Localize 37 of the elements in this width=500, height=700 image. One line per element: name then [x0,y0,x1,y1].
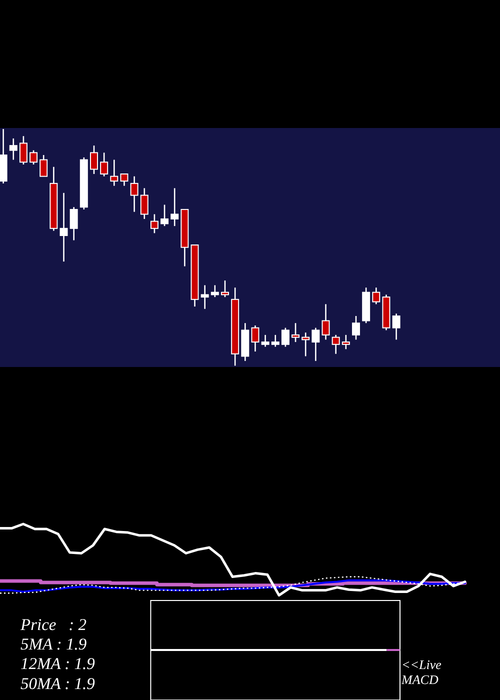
candlestick [9,138,18,160]
candlestick [200,284,209,310]
text: 5MA : 1.9 [20,634,87,654]
text: MACD [400,672,439,687]
candlestick [302,332,310,357]
candlestick [220,280,229,298]
candlestick [110,159,118,186]
candlestick [60,192,68,262]
text: Price : 2 [20,615,86,634]
candlestick [120,173,128,186]
candlestick [281,327,290,348]
candlestick [392,312,400,340]
candlestick [292,322,300,343]
text: <<Live [402,657,442,672]
text: 50MA : 1.9 [20,674,95,693]
candlestick [322,304,330,340]
candlestick [170,188,179,227]
candlestick [372,286,380,305]
candlestick [140,188,148,220]
candlestick [70,206,78,241]
candlestick [210,284,219,298]
candlestick [130,176,138,212]
candlestick [342,334,350,350]
candlestick [271,334,280,348]
candlestick [312,327,320,362]
candlestick [150,214,158,234]
candlestick [251,324,260,352]
candlestick [261,334,270,348]
candlestick [352,315,360,340]
candlestick [160,204,169,227]
candlestick [90,144,98,175]
candlestick [332,334,340,355]
text: 12MA : 1.9 [20,654,95,674]
candlestick [40,154,48,177]
candlestick [30,150,38,166]
candlestick [19,135,28,166]
candlestick [100,152,108,177]
